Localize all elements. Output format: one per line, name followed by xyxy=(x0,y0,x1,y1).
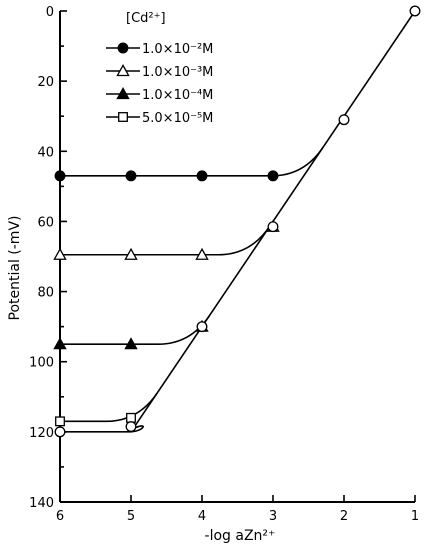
curves xyxy=(60,10,416,433)
markers xyxy=(53,5,421,438)
legend-label: 1.0×10⁻⁴M xyxy=(142,88,213,103)
series-1-point xyxy=(125,170,137,182)
series-3-point xyxy=(124,337,138,350)
series-curve-3 xyxy=(60,315,210,345)
series-curve-2 xyxy=(60,225,271,256)
y-tick-label: 140 xyxy=(29,496,54,511)
y-tick-label: 40 xyxy=(37,145,54,160)
y-tick-label: 100 xyxy=(29,356,54,371)
x-tick-label: 2 xyxy=(340,509,348,524)
x-tick-label: 4 xyxy=(198,509,206,524)
y-tick-label: 120 xyxy=(29,426,54,441)
legend-marker xyxy=(118,112,128,122)
legend-label: 1.0×10⁻²M xyxy=(142,42,213,57)
nernstian-response-line xyxy=(132,10,416,429)
y-tick-label: 0 xyxy=(46,5,54,20)
series-1-point xyxy=(267,170,279,182)
nernstian-point xyxy=(338,114,350,126)
legend-label: 1.0×10⁻³M xyxy=(142,65,213,80)
x-tick-label: 6 xyxy=(56,509,64,524)
x-axis-label: -log aZn²⁺ xyxy=(205,528,276,544)
y-tick-label: 60 xyxy=(37,215,54,230)
nernstian-point xyxy=(125,421,137,433)
legend: [Cd²⁺] 1.0×10⁻²M 1.0×10⁻³M 1.0×10⁻⁴M 5.0×10⁻… xyxy=(106,11,213,126)
series-2-point xyxy=(53,247,67,260)
series-4-point xyxy=(126,412,136,423)
x-tick-label: 3 xyxy=(269,509,277,524)
nernstian-point xyxy=(196,321,208,333)
series-2-point xyxy=(124,247,138,260)
nernstian-point xyxy=(267,221,279,233)
legend-title: [Cd²⁺] xyxy=(126,11,166,26)
nernstian-point xyxy=(54,426,66,438)
y-tick-label: 80 xyxy=(37,286,54,301)
series-2-point xyxy=(195,247,209,260)
nernstian-point xyxy=(409,5,421,17)
series-1-point xyxy=(54,170,66,182)
series-curve-1 xyxy=(60,146,324,177)
legend-marker xyxy=(116,64,130,77)
series-curve-4 xyxy=(60,392,158,423)
legend-marker xyxy=(117,42,129,54)
series-3-point xyxy=(53,337,67,350)
x-tick-label: 5 xyxy=(127,509,135,524)
series-1-point xyxy=(196,170,208,182)
legend-label: 5.0×10⁻⁵M xyxy=(142,111,213,126)
y-axis-label: Potential (-mV) xyxy=(7,216,23,321)
x-tick-label: 1 xyxy=(411,509,419,524)
series-4-point xyxy=(55,416,65,427)
y-tick-label: 20 xyxy=(37,75,54,90)
legend-marker xyxy=(116,87,130,100)
